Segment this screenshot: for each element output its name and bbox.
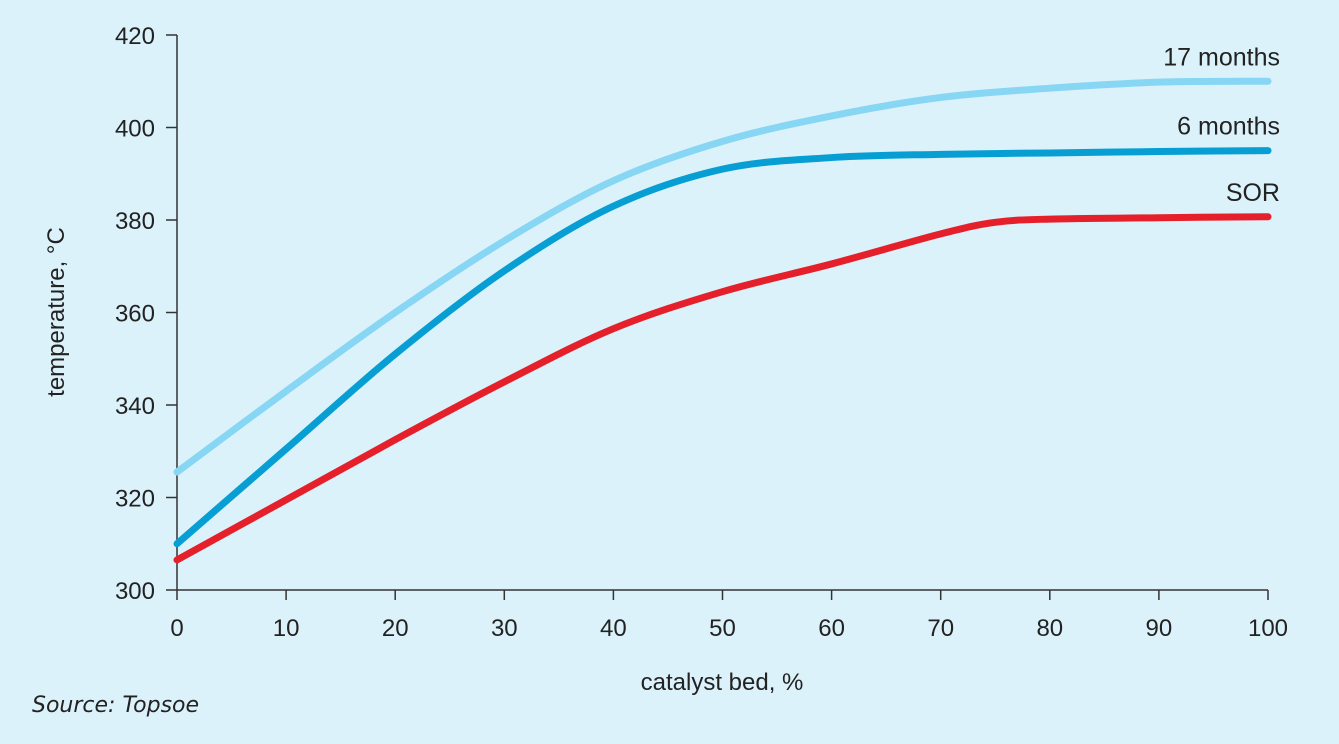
y-tick-label: 380 — [115, 208, 155, 235]
series-label-sor: SOR — [1226, 179, 1280, 207]
series-lines — [173, 77, 1272, 564]
x-tick-label: 60 — [818, 615, 845, 642]
x-tick-label: 80 — [1036, 615, 1063, 642]
x-tick-label: 100 — [1248, 615, 1288, 642]
source-note: Source: Topsoe — [32, 693, 199, 718]
y-tick-label: 400 — [115, 116, 155, 143]
y-tick-label: 420 — [115, 23, 155, 50]
series-label-17-months: 17 months — [1163, 43, 1280, 71]
series-labels: 17 months 6 months SOR — [1163, 43, 1280, 207]
y-tick-label: 340 — [115, 393, 155, 420]
y-tick-label: 360 — [115, 301, 155, 328]
x-tick-label: 90 — [1146, 615, 1173, 642]
x-tick-label: 20 — [382, 615, 409, 642]
x-tick-label: 70 — [927, 615, 954, 642]
y-axis-title: temperature, °C — [43, 227, 70, 397]
series-line-17-months — [173, 77, 1272, 476]
x-tick-label: 10 — [273, 615, 300, 642]
series-line-6-months — [173, 147, 1272, 548]
y-tick-label: 320 — [115, 486, 155, 513]
x-tick-label: 40 — [600, 615, 627, 642]
x-tick-label: 0 — [170, 615, 183, 642]
y-axis: 300 320 340 360 380 400 420 — [115, 23, 178, 605]
series-line-sor — [173, 213, 1272, 564]
x-tick-label: 30 — [491, 615, 518, 642]
x-axis-title: catalyst bed, % — [641, 669, 804, 696]
x-tick-label: 50 — [709, 615, 736, 642]
x-axis: 0 10 20 30 40 50 60 70 80 90 100 — [170, 589, 1288, 642]
y-tick-label: 300 — [115, 578, 155, 605]
series-label-6-months: 6 months — [1177, 113, 1280, 141]
